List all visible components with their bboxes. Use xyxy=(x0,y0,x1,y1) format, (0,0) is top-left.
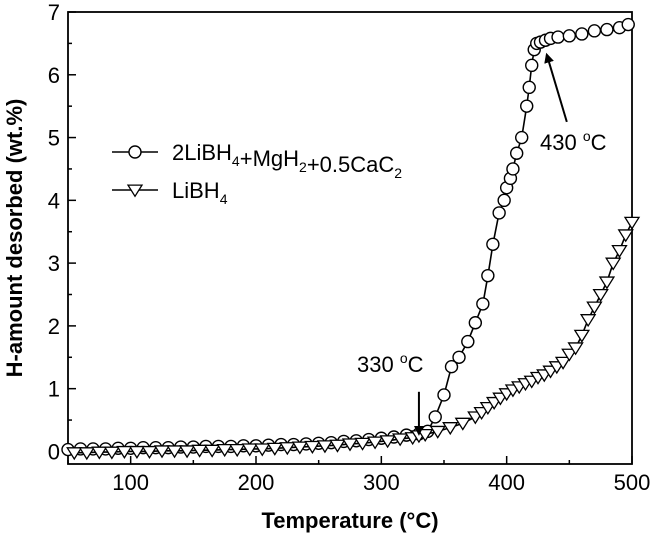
data-point xyxy=(462,336,474,348)
data-point xyxy=(552,31,564,43)
legend: 2LiBH4+MgH2+0.5CaC2LiBH4 xyxy=(112,140,402,207)
data-point xyxy=(498,194,510,206)
y-tick-label: 7 xyxy=(48,0,60,25)
x-axis-ticks: 100 200 300 400 500 xyxy=(68,456,650,495)
y-tick-label: 6 xyxy=(48,63,60,88)
series-1 xyxy=(62,19,634,456)
data-point xyxy=(438,389,450,401)
series-2 xyxy=(67,217,639,459)
data-point xyxy=(487,238,499,250)
legend-marker xyxy=(129,146,141,158)
plot-frame xyxy=(68,12,632,464)
data-point xyxy=(477,298,489,310)
y-tick-label: 4 xyxy=(48,188,60,213)
y-tick-label: 2 xyxy=(48,314,60,339)
y-tick-label: 3 xyxy=(48,251,60,276)
annotation-430: 430 oC xyxy=(540,55,607,155)
annotations: 330 oC 430 oC xyxy=(357,55,607,434)
data-point xyxy=(526,59,538,71)
data-point xyxy=(606,258,620,269)
data-point xyxy=(453,351,465,363)
legend-label: 2LiBH4+MgH2+0.5CaC2 xyxy=(172,140,402,181)
x-tick-label: 400 xyxy=(488,470,525,495)
data-point xyxy=(588,25,600,37)
series-line xyxy=(68,25,628,450)
data-point xyxy=(601,24,613,36)
data-point xyxy=(625,217,639,228)
data-point xyxy=(482,270,494,282)
data-point xyxy=(619,230,633,241)
data-point xyxy=(563,30,575,42)
x-tick-label: 200 xyxy=(238,470,275,495)
data-point xyxy=(523,81,535,93)
y-axis-ticks: 0 1 2 3 4 5 6 7 xyxy=(48,0,76,464)
annotation-arrow xyxy=(547,55,567,122)
x-tick-label: 300 xyxy=(363,470,400,495)
annotation-label: 430 oC xyxy=(540,128,607,155)
data-point xyxy=(576,28,588,40)
series-layer xyxy=(62,19,639,459)
data-point xyxy=(516,132,528,144)
annotation-330: 330 oC xyxy=(357,350,424,434)
data-point xyxy=(612,246,626,257)
legend-label: LiBH4 xyxy=(172,178,228,207)
y-tick-label: 0 xyxy=(48,439,60,464)
data-point xyxy=(493,207,505,219)
series-line xyxy=(74,222,632,452)
y-axis-label: H-amount desorbed (wt.%) xyxy=(2,99,27,378)
data-point xyxy=(622,19,634,31)
data-point xyxy=(456,418,470,429)
data-point xyxy=(469,317,481,329)
data-point xyxy=(600,277,614,288)
x-tick-label: 500 xyxy=(614,470,651,495)
data-point xyxy=(587,302,601,313)
y-tick-label: 1 xyxy=(48,377,60,402)
data-point xyxy=(594,290,608,301)
plot-area xyxy=(68,12,632,464)
y-tick-label: 5 xyxy=(48,126,60,151)
data-point xyxy=(429,411,441,423)
data-point xyxy=(575,330,589,341)
annotation-label: 330 oC xyxy=(357,350,424,377)
data-point xyxy=(581,315,595,326)
data-point xyxy=(511,147,523,159)
data-point xyxy=(521,100,533,112)
x-tick-label: 100 xyxy=(112,470,149,495)
x-axis-label: Temperature (°C) xyxy=(261,508,438,533)
data-point xyxy=(507,163,519,175)
